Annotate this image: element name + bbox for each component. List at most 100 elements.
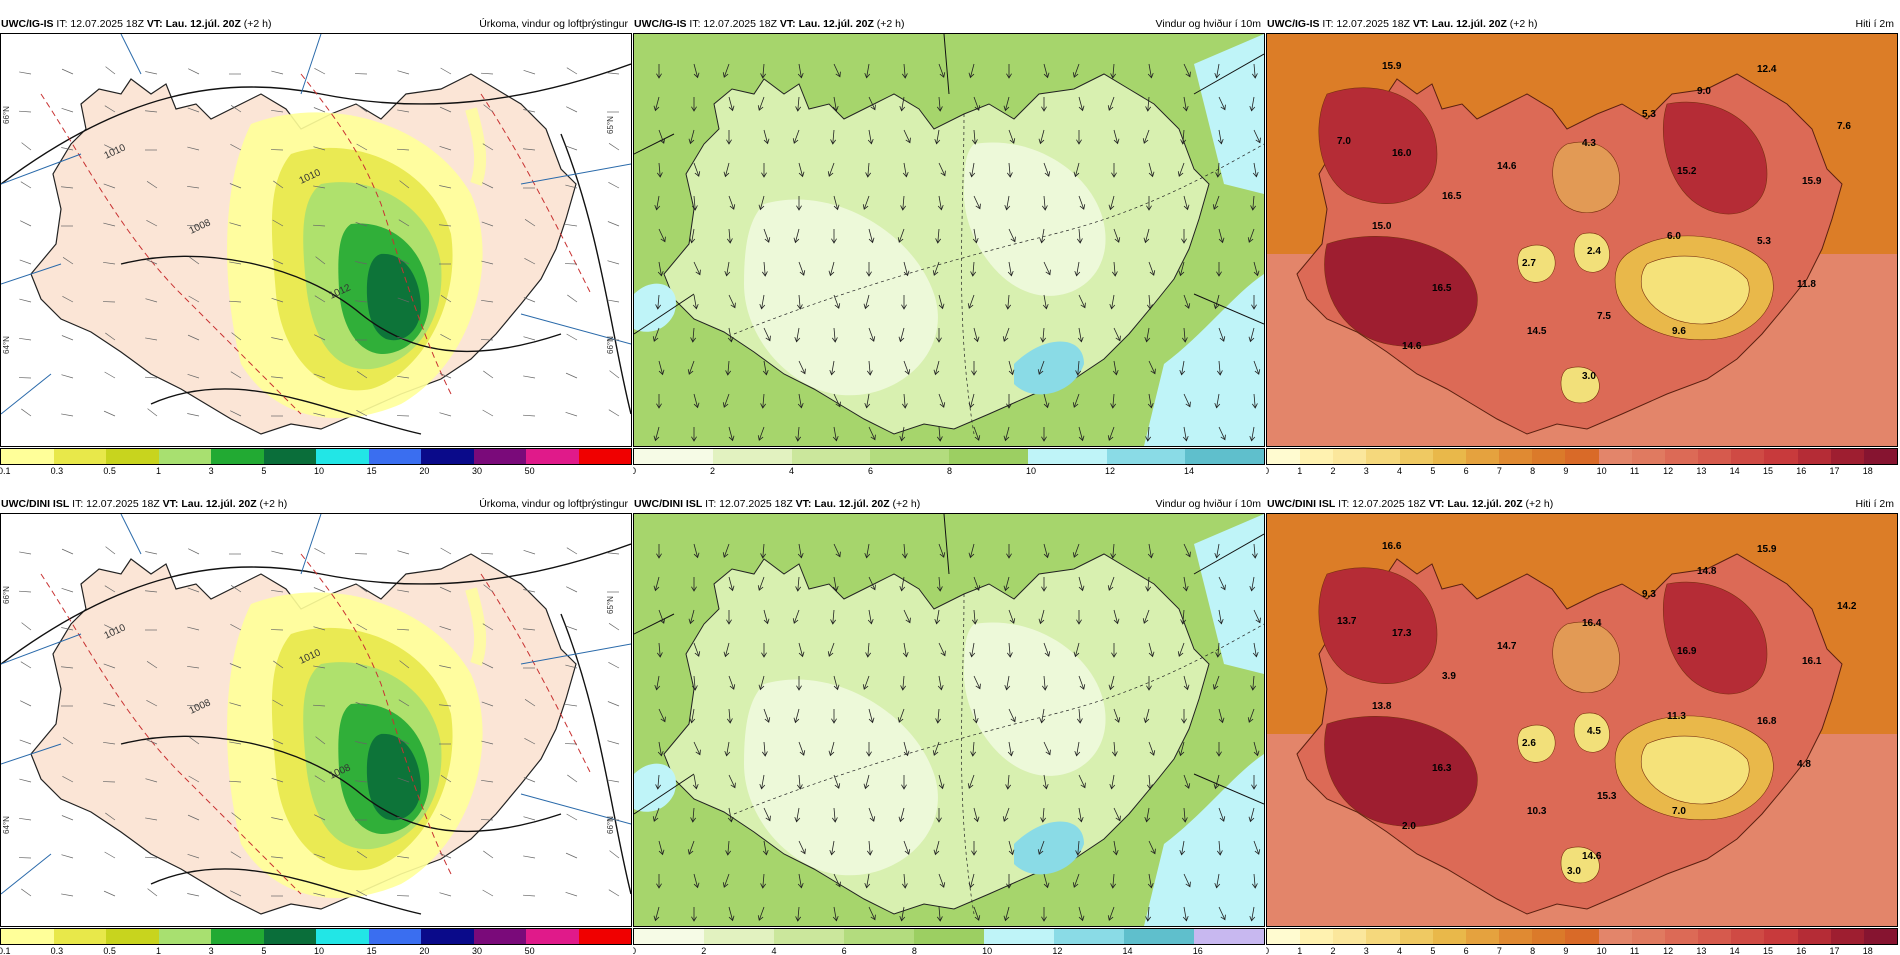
colorbar-tick-label: 4 bbox=[789, 466, 794, 475]
valid-time: Lau. 12.júl. 20Z bbox=[1432, 18, 1507, 30]
latitude-label: 65°N bbox=[606, 596, 615, 614]
colorbar-tick-label: 3 bbox=[209, 946, 214, 955]
temperature-label: 14.7 bbox=[1497, 641, 1517, 652]
temperature-label: 3.0 bbox=[1582, 371, 1596, 382]
colorbar-tick-label: 3 bbox=[1364, 946, 1369, 955]
temperature-label: 13.7 bbox=[1337, 616, 1357, 627]
colorbar-swatch bbox=[1532, 929, 1565, 944]
colorbar-swatch bbox=[1333, 449, 1366, 464]
colorbar-swatch bbox=[844, 929, 914, 944]
init-time: IT: 12.07.2025 18Z bbox=[689, 18, 777, 30]
colorbar-tick-label: 15 bbox=[1763, 946, 1773, 955]
colorbar-swatch bbox=[316, 929, 369, 944]
colorbar-tick-label: 14 bbox=[1730, 466, 1740, 475]
colorbar-tick-label: 0.3 bbox=[51, 946, 64, 955]
temperature-label: 9.3 bbox=[1642, 589, 1656, 600]
colorbar bbox=[1266, 928, 1898, 945]
temperature-label: 7.0 bbox=[1672, 806, 1686, 817]
colorbar-tick-label: 0 bbox=[633, 466, 636, 475]
colorbar bbox=[633, 448, 1265, 465]
temperature-label: 7.6 bbox=[1837, 121, 1851, 132]
colorbar-tick-label: 16 bbox=[1796, 466, 1806, 475]
colorbar-tick-label: 16 bbox=[1193, 946, 1203, 955]
colorbar-swatch bbox=[369, 929, 422, 944]
colorbar-swatch bbox=[1798, 929, 1831, 944]
panel-dini-temp: UWC/DINI ISL IT: 12.07.2025 18Z VT: Lau.… bbox=[1266, 495, 1898, 955]
lead-time: (+2 h) bbox=[244, 18, 272, 30]
colorbar bbox=[1266, 448, 1898, 465]
colorbar-swatch bbox=[1400, 449, 1433, 464]
valid-time: Lau. 12.júl. 20Z bbox=[181, 498, 256, 510]
colorbar-swatch bbox=[159, 449, 212, 464]
temperature-label: 16.5 bbox=[1432, 283, 1452, 294]
lead-time: (+2 h) bbox=[1526, 498, 1554, 510]
colorbar-tick-label: 9 bbox=[1563, 946, 1568, 955]
temperature-label: 16.9 bbox=[1677, 646, 1697, 657]
valid-label: VT: bbox=[780, 18, 796, 30]
colorbar-swatch bbox=[1300, 449, 1333, 464]
colorbar-tick-label: 50 bbox=[525, 466, 535, 475]
colorbar-tick-label: 10 bbox=[314, 946, 324, 955]
colorbar-swatch bbox=[1, 929, 54, 944]
panel-header: UWC/DINI ISL IT: 12.07.2025 18Z VT: Lau.… bbox=[633, 495, 1265, 513]
latitude-label: 66°N bbox=[606, 336, 615, 354]
colorbar-swatch bbox=[1366, 929, 1399, 944]
colorbar-tick-label: 15 bbox=[1763, 466, 1773, 475]
colorbar bbox=[0, 448, 632, 465]
panel-dini-precip: UWC/DINI ISL IT: 12.07.2025 18Z VT: Lau.… bbox=[0, 495, 632, 955]
colorbar-swatch bbox=[1194, 929, 1264, 944]
colorbar-tick-label: 12 bbox=[1105, 466, 1115, 475]
colorbar-swatch bbox=[211, 929, 264, 944]
colorbar-swatch bbox=[421, 929, 474, 944]
map[interactable] bbox=[633, 33, 1265, 447]
colorbar-tick-label: 8 bbox=[1530, 946, 1535, 955]
colorbar-tick-label: 50 bbox=[525, 946, 535, 955]
temperature-label: 2.0 bbox=[1402, 821, 1416, 832]
colorbar-tick-label: 1 bbox=[156, 946, 161, 955]
panel-igis-wind: UWC/IG-IS IT: 12.07.2025 18Z VT: Lau. 12… bbox=[633, 15, 1265, 475]
valid-label: VT: bbox=[1413, 18, 1429, 30]
colorbar-tick-label: 6 bbox=[1464, 946, 1469, 955]
temperature-label: 10.3 bbox=[1527, 806, 1547, 817]
colorbar-tick-label: 10 bbox=[1597, 946, 1607, 955]
colorbar-tick-label: 0 bbox=[633, 946, 636, 955]
init-time: IT: 12.07.2025 18Z bbox=[1338, 498, 1426, 510]
colorbar-swatch bbox=[1366, 449, 1399, 464]
colorbar-tick-label: 8 bbox=[912, 946, 917, 955]
valid-time: Lau. 12.júl. 20Z bbox=[1447, 498, 1522, 510]
colorbar-swatch bbox=[870, 449, 949, 464]
colorbar bbox=[633, 928, 1265, 945]
panel-dini-wind: UWC/DINI ISL IT: 12.07.2025 18Z VT: Lau.… bbox=[633, 495, 1265, 955]
colorbar-swatch bbox=[316, 449, 369, 464]
temperature-label: 15.9 bbox=[1802, 176, 1822, 187]
temperature-label: 15.9 bbox=[1757, 544, 1777, 555]
colorbar-tick-label: 10 bbox=[314, 466, 324, 475]
map[interactable] bbox=[633, 513, 1265, 927]
temperature-label: 15.0 bbox=[1372, 221, 1392, 232]
panel-header: UWC/DINI ISL IT: 12.07.2025 18Z VT: Lau.… bbox=[1266, 495, 1898, 513]
colorbar-tick-label: 11 bbox=[1630, 946, 1639, 955]
colorbar-tick-label: 10 bbox=[982, 946, 992, 955]
temperature-label: 3.9 bbox=[1442, 671, 1456, 682]
colorbar-tick-label: 15 bbox=[367, 466, 377, 475]
temperature-label: 5.3 bbox=[1642, 109, 1656, 120]
colorbar-tick-label: 1 bbox=[156, 466, 161, 475]
colorbar-tick-label: 1 bbox=[1297, 466, 1302, 475]
colorbar bbox=[0, 928, 632, 945]
model-name: UWC/IG-IS bbox=[634, 18, 687, 30]
colorbar-swatch bbox=[369, 449, 422, 464]
colorbar-swatch bbox=[1599, 929, 1632, 944]
colorbar-tick-label: 1 bbox=[1297, 946, 1302, 955]
valid-label: VT: bbox=[796, 498, 812, 510]
colorbar-tick-label: 18 bbox=[1863, 466, 1873, 475]
temperature-label: 16.8 bbox=[1757, 716, 1777, 727]
colorbar-tick-label: 0.1 bbox=[0, 466, 11, 475]
colorbar-tick-label: 0.3 bbox=[51, 466, 64, 475]
